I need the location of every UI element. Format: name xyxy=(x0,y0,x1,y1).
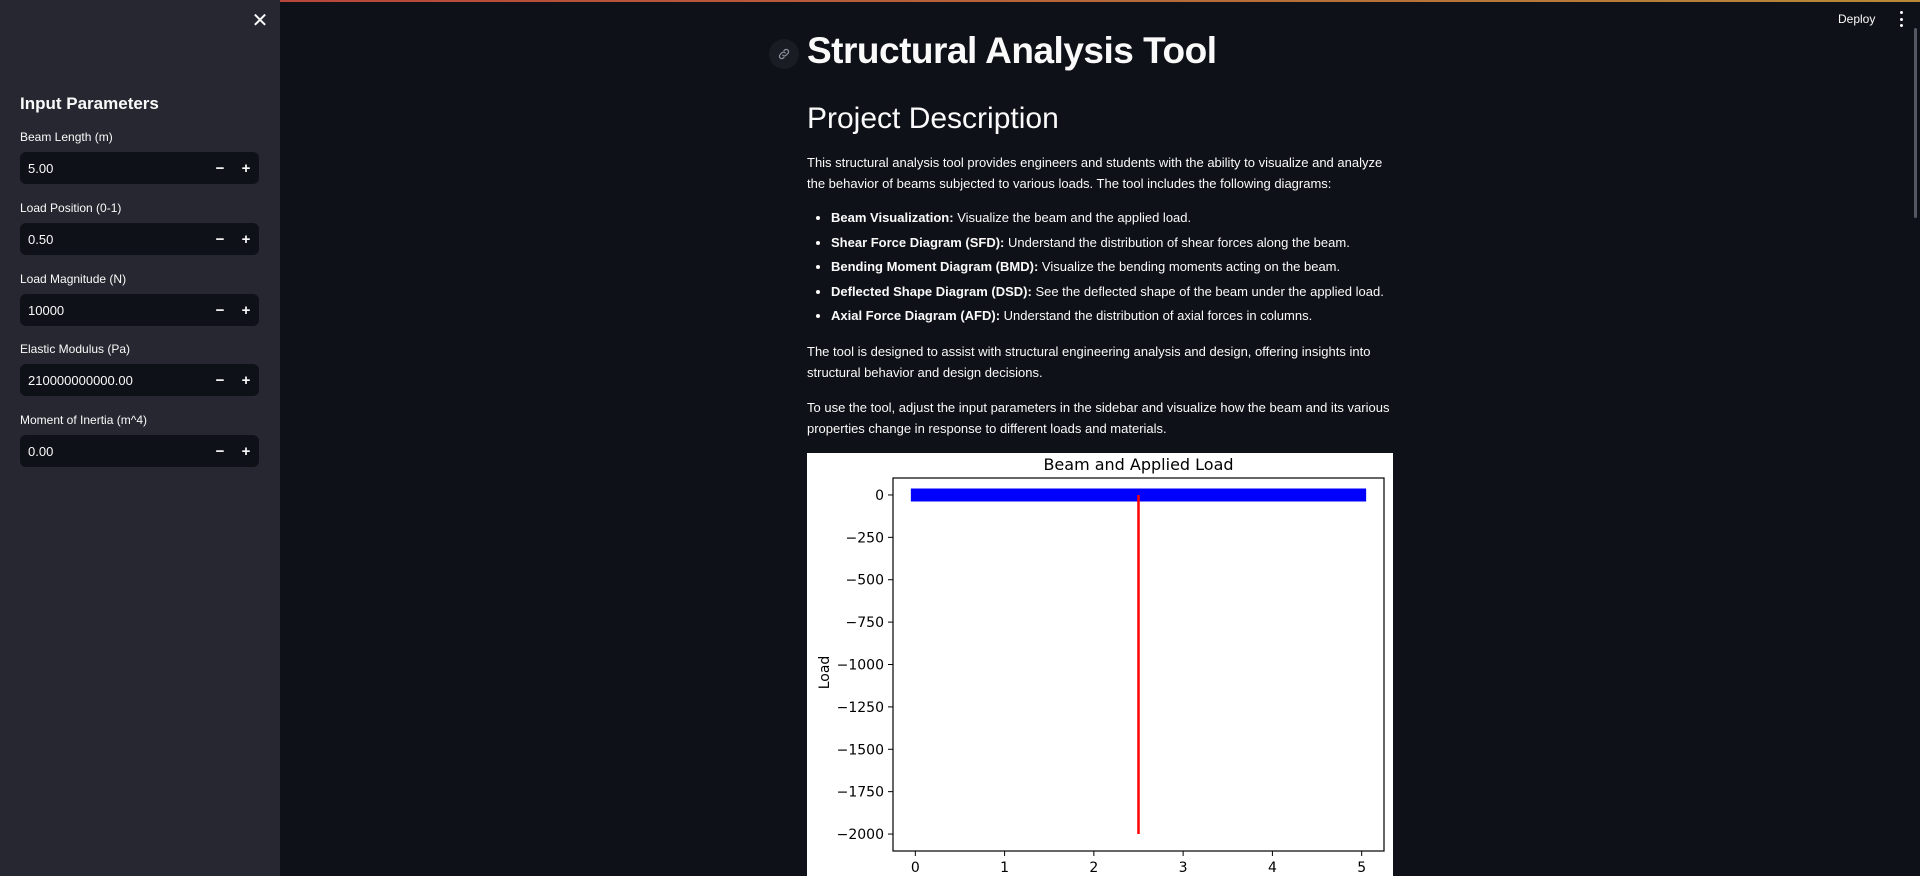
x-tick-label: 2 xyxy=(1089,860,1098,876)
list-item-term: Bending Moment Diagram (BMD): xyxy=(831,259,1039,274)
load-position-stepper: − + xyxy=(20,222,259,256)
list-item-desc: See the deflected shape of the beam unde… xyxy=(1031,283,1384,299)
beam-chart-svg: Beam and Applied Load 0 −250 −500 −750 −1000 −… xyxy=(817,455,1385,876)
decrement-button[interactable]: − xyxy=(215,371,225,389)
beam-chart: Beam and Applied Load 0 −250 −500 −750 −1000 −… xyxy=(807,453,1393,876)
top-accent-bar xyxy=(0,0,1920,2)
field-label: Moment of Inertia (m^4) xyxy=(20,413,148,427)
x-tick-label: 5 xyxy=(1357,860,1366,876)
y-tick-label: −1500 xyxy=(837,742,884,758)
elastic-modulus-input[interactable] xyxy=(20,363,207,397)
list-item-desc: Visualize the bending moments acting on … xyxy=(1038,259,1341,274)
list-item: Shear Force Diagram (SFD): Understand th… xyxy=(831,231,1397,256)
x-tick-label: 3 xyxy=(1179,860,1188,876)
list-item-desc: Understand the distribution of axial for… xyxy=(1000,308,1313,323)
beam-length-field: Beam Length (m) − + xyxy=(20,130,259,185)
load-position-field: Load Position (0-1) − + xyxy=(20,201,259,256)
diagram-list: Beam Visualization: Visualize the beam a… xyxy=(807,206,1397,329)
load-magnitude-stepper: − + xyxy=(20,293,259,327)
decrement-button[interactable]: − xyxy=(215,442,225,460)
moment-of-inertia-input[interactable] xyxy=(20,434,207,468)
moment-of-inertia-field: Moment of Inertia (m^4) − + xyxy=(20,413,259,468)
field-label: Load Magnitude (N) xyxy=(20,272,127,286)
beam-length-input[interactable] xyxy=(20,151,207,185)
load-magnitude-field: Load Magnitude (N) − + xyxy=(20,272,259,327)
x-tick-label: 4 xyxy=(1268,860,1277,876)
y-tick-label: −1250 xyxy=(837,700,884,716)
increment-button[interactable]: + xyxy=(241,159,251,177)
list-item: Axial Force Diagram (AFD): Understand th… xyxy=(831,304,1397,329)
list-item-desc: Visualize the beam and the applied load. xyxy=(953,210,1192,225)
list-item: Bending Moment Diagram (BMD): Visualize … xyxy=(831,255,1397,280)
y-tick-label: −1000 xyxy=(837,658,884,674)
y-axis-label: Load xyxy=(817,656,833,690)
beam-length-stepper: − + xyxy=(20,151,259,185)
page-title: Structural Analysis Tool xyxy=(807,30,1217,71)
x-tick-label: 0 xyxy=(911,860,920,876)
intro-paragraph: This structural analysis tool provides e… xyxy=(807,155,1383,191)
load-position-input[interactable] xyxy=(20,222,207,256)
list-item: Beam Visualization: Visualize the beam a… xyxy=(831,206,1397,231)
field-label: Elastic Modulus (Pa) xyxy=(20,342,131,356)
list-item-term: Axial Force Diagram (AFD): xyxy=(831,308,1001,323)
usage-paragraph: To use the tool, adjust the input parame… xyxy=(807,400,1390,436)
load-magnitude-input[interactable] xyxy=(20,293,207,327)
increment-button[interactable]: + xyxy=(241,230,251,248)
list-item-term: Shear Force Diagram (SFD): xyxy=(831,234,1005,250)
more-menu-icon[interactable] xyxy=(1895,11,1907,27)
increment-button[interactable]: + xyxy=(241,442,251,460)
y-tick-label: −750 xyxy=(846,615,884,631)
increment-button[interactable]: + xyxy=(241,301,251,319)
y-tick-label: −500 xyxy=(846,573,884,589)
decrement-button[interactable]: − xyxy=(215,301,225,319)
decrement-button[interactable]: − xyxy=(215,159,225,177)
sidebar-heading: Input Parameters xyxy=(20,94,159,113)
sidebar: ✕ Input Parameters Beam Length (m) − + L… xyxy=(0,0,280,876)
y-tick-label: −1750 xyxy=(837,785,884,801)
y-tick-label: −2000 xyxy=(837,827,884,843)
elastic-modulus-stepper: − + xyxy=(20,363,259,397)
chart-title: Beam and Applied Load xyxy=(1043,455,1233,474)
y-tick-label: −250 xyxy=(846,530,884,546)
increment-button[interactable]: + xyxy=(241,371,251,389)
y-tick-label: 0 xyxy=(875,488,884,504)
close-icon[interactable]: ✕ xyxy=(251,9,269,32)
list-item: Deflected Shape Diagram (DSD): See the d… xyxy=(831,280,1397,305)
list-item-term: Deflected Shape Diagram (DSD): xyxy=(831,283,1032,299)
decrement-button[interactable]: − xyxy=(215,230,225,248)
scrollbar[interactable] xyxy=(1914,28,1917,218)
section-title: Project Description xyxy=(807,102,1059,135)
elastic-modulus-field: Elastic Modulus (Pa) − + xyxy=(20,342,259,397)
list-item-term: Beam Visualization: xyxy=(831,210,954,225)
link-icon[interactable] xyxy=(769,39,799,69)
design-paragraph: The tool is designed to assist with stru… xyxy=(807,344,1371,380)
field-label: Load Position (0-1) xyxy=(20,201,122,215)
list-item-desc: Understand the distribution of shear for… xyxy=(1004,234,1350,250)
field-label: Beam Length (m) xyxy=(20,130,113,144)
x-tick-label: 1 xyxy=(1000,860,1009,876)
moment-of-inertia-stepper: − + xyxy=(20,434,259,468)
deploy-button[interactable]: Deploy xyxy=(1838,12,1876,26)
